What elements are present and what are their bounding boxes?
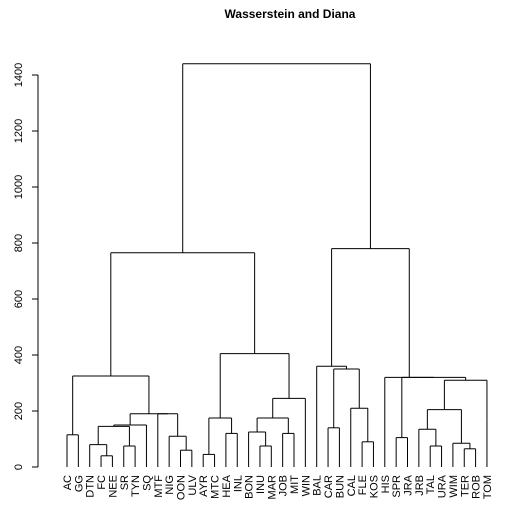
leaf-label: SR bbox=[119, 475, 131, 490]
leaf-label: ROB bbox=[471, 475, 483, 499]
leaf-label: TER bbox=[459, 475, 471, 497]
leaf-label: DTN bbox=[85, 475, 97, 498]
leaf-label: AYR bbox=[198, 475, 210, 497]
y-tick-label: 1200 bbox=[13, 119, 25, 143]
leaf-label: CAR bbox=[323, 475, 335, 498]
leaf-label: TAL bbox=[425, 475, 437, 494]
leaf-label: HEA bbox=[221, 474, 233, 497]
leaf-label: TOM bbox=[482, 475, 494, 499]
leaf-label: FLE bbox=[357, 475, 369, 495]
y-tick-label: 200 bbox=[13, 402, 25, 420]
leaf-label: NIG bbox=[164, 475, 176, 495]
leaf-label: JRA bbox=[403, 474, 415, 495]
y-tick-label: 400 bbox=[13, 346, 25, 364]
leaf-label: FC bbox=[96, 475, 108, 490]
y-tick-label: 600 bbox=[13, 290, 25, 308]
leaf-label: OON bbox=[176, 475, 188, 500]
dendrogram-links bbox=[66, 63, 488, 467]
leaf-label: JOB bbox=[278, 475, 290, 496]
leaf-label: INU bbox=[255, 475, 267, 494]
y-tick-label: 1400 bbox=[13, 63, 25, 87]
leaf-label: ULV bbox=[187, 474, 199, 495]
leaf-label: BON bbox=[244, 475, 256, 499]
leaf-label: CAL bbox=[346, 475, 358, 496]
leaf-label: BUN bbox=[334, 475, 346, 498]
leaf-label: URA bbox=[437, 474, 449, 498]
leaf-label: SPR bbox=[391, 475, 403, 498]
leaf-label: TYN bbox=[130, 475, 142, 497]
leaf-label: BAL bbox=[312, 475, 324, 496]
leaf-label: AC bbox=[62, 475, 74, 490]
leaf-label: WIN bbox=[300, 475, 312, 496]
leaf-label: HIS bbox=[380, 475, 392, 493]
leaf-label: MAR bbox=[266, 475, 278, 500]
y-tick-label: 800 bbox=[13, 234, 25, 252]
leaf-labels: AC GG DTN FC NEE SR TYN SQ MTF NIG OON ULV AYR MTC HEA… bbox=[62, 474, 494, 500]
leaf-label: SQ bbox=[141, 475, 153, 491]
y-axis: 0 200 400 600 800 1000 1200 1400 bbox=[13, 63, 39, 470]
leaf-label: INL bbox=[232, 475, 244, 492]
y-tick-label: 0 bbox=[13, 464, 25, 470]
y-tick-label: 1000 bbox=[13, 175, 25, 199]
leaf-label: JRB bbox=[414, 475, 426, 496]
leaf-label: MTC bbox=[210, 475, 222, 499]
leaf-label: WIM bbox=[448, 475, 460, 498]
leaf-label: MIT bbox=[289, 475, 301, 494]
leaf-label: MTF bbox=[153, 475, 165, 498]
leaf-label: NEE bbox=[107, 475, 119, 498]
leaf-label: GG bbox=[73, 475, 85, 492]
leaf-label: KOS bbox=[368, 475, 380, 498]
chart-title: Wasserstein and Diana bbox=[225, 7, 356, 21]
